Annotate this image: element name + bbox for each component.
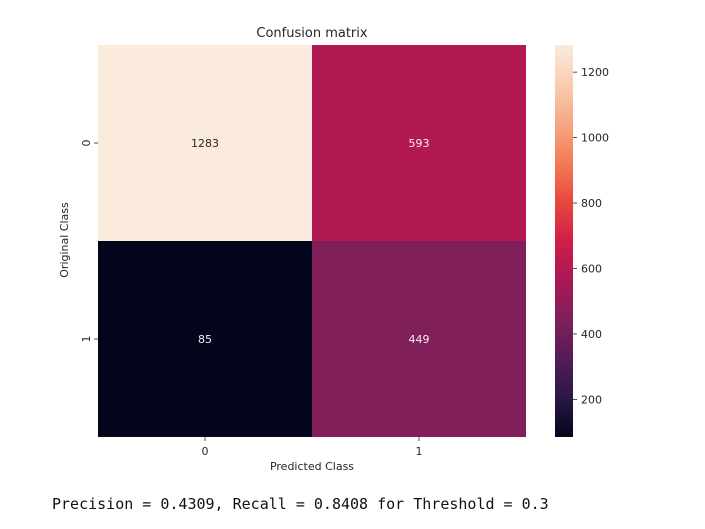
cell-value-label-0-1: 593 xyxy=(409,137,430,150)
y-tick-label-0: 0 xyxy=(80,140,93,147)
colorbar-tick-label-1000: 1000 xyxy=(581,132,609,145)
heatmap-cell-0-1 xyxy=(312,45,526,241)
colorbar-tick-label-400: 400 xyxy=(581,328,602,341)
x-tick-label-0: 0 xyxy=(202,445,209,458)
colorbar-tick-label-600: 600 xyxy=(581,262,602,275)
precision-recall-caption: Precision = 0.4309, Recall = 0.8408 for … xyxy=(52,495,549,513)
x-axis-label: Predicted Class xyxy=(270,460,354,473)
colorbar-tick-label-800: 800 xyxy=(581,197,602,210)
y-tick-label-1: 1 xyxy=(80,336,93,343)
colorbar-tick-label-1200: 1200 xyxy=(581,66,609,79)
colorbar xyxy=(555,45,573,437)
cell-value-label-1-1: 449 xyxy=(409,333,430,346)
heatmap-cell-0-0 xyxy=(98,45,312,241)
cell-value-label-0-0: 1283 xyxy=(191,137,219,150)
confusion-matrix-figure: Confusion matrix 1283 593 85 449 0 1 0 1 Predi… xyxy=(58,26,609,473)
chart-title: Confusion matrix xyxy=(256,26,367,41)
heatmap-cell-1-1 xyxy=(312,241,526,437)
x-tick-label-1: 1 xyxy=(416,445,423,458)
cell-value-label-1-0: 85 xyxy=(198,333,212,346)
y-axis-label: Original Class xyxy=(58,202,71,278)
heatmap-cell-1-0 xyxy=(98,241,312,437)
colorbar-tick-label-200: 200 xyxy=(581,393,602,406)
